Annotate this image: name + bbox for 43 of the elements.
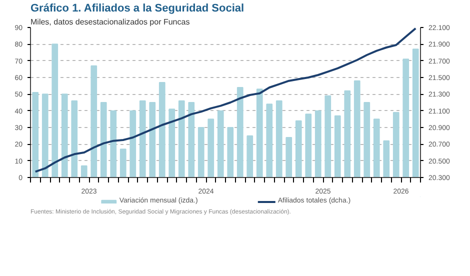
bar [120,148,126,178]
bar [256,88,263,178]
line-series [34,28,417,173]
bar [246,135,254,178]
chart-subtitle: Miles, datos desestacionalizados por Funcas [30,18,190,26]
bar [110,110,117,178]
bar [373,118,380,178]
chart-title: Gráfico 1. Afiliados a la Seguridad Social [30,2,244,14]
bar [208,118,214,178]
bar [412,48,419,178]
bar [61,94,68,178]
bar [198,127,204,178]
bar [158,82,166,178]
bar [71,100,78,178]
bar [32,92,39,178]
bar [52,44,58,178]
bar [286,137,292,178]
bar [90,65,98,178]
bar [324,95,332,178]
bar [364,102,370,178]
bar [383,140,390,178]
bar [344,90,351,178]
bar [276,100,282,178]
bar [217,110,224,178]
bar [188,102,195,178]
bar [168,108,176,178]
bar [236,87,244,178]
bar [139,100,146,178]
bar [295,120,302,178]
bar [227,127,234,178]
bar [130,110,136,178]
bar [80,165,88,178]
bar [100,102,107,178]
bar [354,80,360,178]
bar [42,94,48,178]
bar [149,102,156,178]
bar [392,112,400,178]
bar [402,58,410,178]
bar [314,110,322,178]
bar [334,115,341,178]
bar [178,100,185,178]
bar [305,114,312,178]
bar [266,104,273,178]
